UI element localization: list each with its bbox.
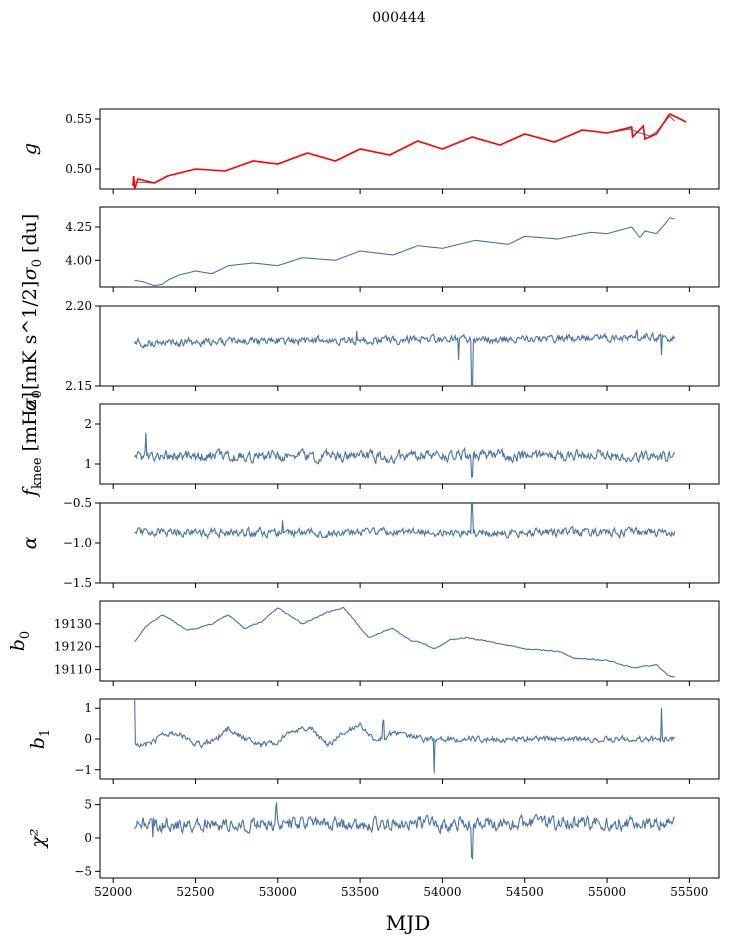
- y-tick-label: 5: [84, 798, 92, 812]
- y-tick-label: −1: [74, 763, 92, 777]
- y-tick-label: 2: [84, 417, 92, 431]
- panel-4: −1.5 −1.0 −0.5 α: [19, 496, 720, 590]
- y-tick-label: 4.00: [65, 253, 92, 267]
- panel-5: 19110 19120 19130 b0: [7, 600, 720, 686]
- y-axis-label: σ0 [du]: [19, 214, 45, 281]
- overlay-line: [132, 112, 687, 189]
- y-tick-label: 19120: [54, 640, 92, 654]
- y-tick-label: 2.20: [65, 299, 92, 313]
- plot-frame: [99, 502, 720, 584]
- series-line: [134, 115, 675, 184]
- y-tick-label: 19130: [54, 617, 92, 631]
- y-axis-label: α: [19, 536, 41, 549]
- y-axis-label: χ²: [27, 828, 49, 849]
- plot-frame: [99, 305, 720, 387]
- plot-frame: [99, 797, 720, 879]
- plot-frame: [99, 698, 720, 780]
- figure-title: 000444: [372, 10, 426, 26]
- panel-7: −5 0 5 52000 52500 53000 53500 54000 54500 55000 5…: [27, 797, 720, 899]
- series-line: [134, 606, 675, 678]
- x-tick-label: 53500: [341, 885, 379, 899]
- plot-frame: [99, 403, 720, 485]
- y-tick-label: 1: [84, 701, 92, 715]
- x-tick-label: 52000: [94, 885, 132, 899]
- y-axis-label: g: [19, 143, 41, 155]
- y-tick-label: 1: [84, 457, 92, 471]
- y-axis-label: b0: [7, 631, 33, 651]
- y-tick-label: −0.5: [63, 496, 92, 510]
- plot-frame: [99, 206, 720, 288]
- y-tick-label: 0: [84, 732, 92, 746]
- panel-3: 1 2 fknee [mHz]: [19, 392, 720, 498]
- x-tick-label: 55000: [588, 885, 626, 899]
- series-line: [134, 802, 676, 861]
- y-tick-label: 19110: [54, 663, 92, 677]
- y-tick-label: −1.0: [63, 536, 92, 550]
- y-tick-label: −5: [74, 864, 92, 878]
- panel-6: −1 0 1 b1: [27, 698, 720, 784]
- x-tick-label: 54000: [423, 885, 461, 899]
- x-tick-label: 52500: [176, 885, 214, 899]
- y-axis-label: b1: [27, 729, 53, 749]
- y-axis-label: σ0[mK s^1/2]: [19, 281, 45, 412]
- series-line: [134, 699, 676, 774]
- panel-1: 4.00 4.25 σ0 [du]: [19, 206, 720, 292]
- x-tick-label: 54500: [506, 885, 544, 899]
- series-line: [134, 503, 676, 540]
- y-tick-label: 0.50: [65, 162, 92, 176]
- panel-2: 2.15 2.20 σ0[mK s^1/2]: [19, 281, 720, 412]
- y-tick-label: 4.25: [65, 220, 92, 234]
- x-tick-label: 53000: [259, 885, 297, 899]
- plot-frame: [99, 108, 720, 190]
- y-tick-label: 0.55: [65, 112, 92, 126]
- y-axis-label: fknee [mHz]: [19, 392, 45, 498]
- series-line: [134, 329, 676, 386]
- y-tick-label: 2.15: [65, 379, 92, 393]
- x-tick-label: 55500: [670, 885, 708, 899]
- y-tick-label: −1.5: [63, 576, 92, 590]
- x-axis-label: MJD: [386, 911, 431, 935]
- panel-0: 0.50 0.55 g: [19, 108, 720, 194]
- series-line: [134, 432, 676, 478]
- y-tick-label: 0: [84, 831, 92, 845]
- series-line: [134, 217, 675, 287]
- plot-frame: [99, 600, 720, 682]
